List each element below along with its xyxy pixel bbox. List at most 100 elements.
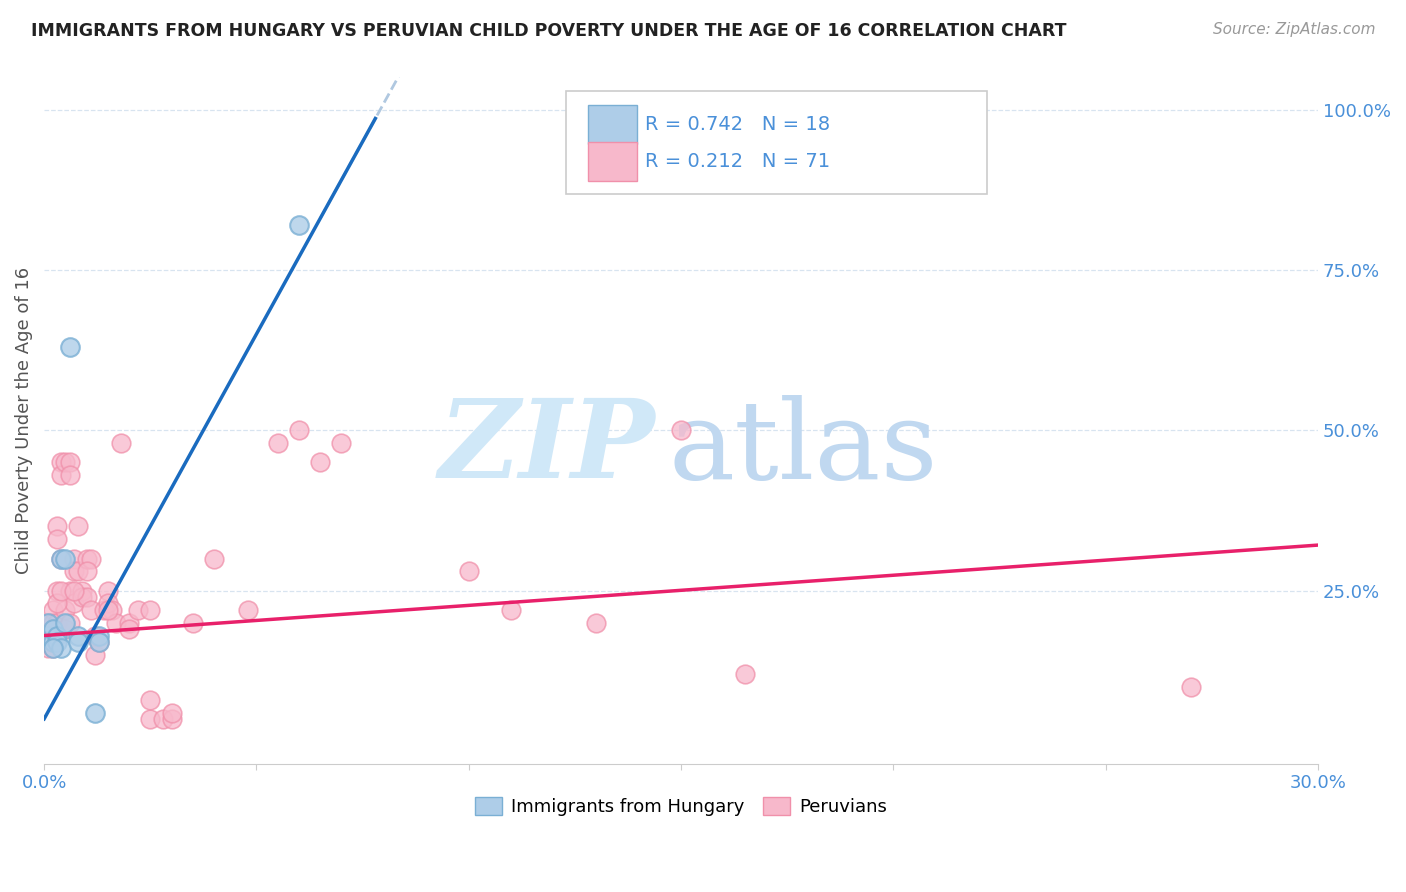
Point: [72, 583, 94, 598]
Point: [53, 622, 76, 636]
Point: [58, 468, 80, 483]
Point: [53, 615, 76, 630]
Point: [93, 603, 115, 617]
Point: [41, 603, 63, 617]
Point: [45, 615, 67, 630]
Point: [41, 641, 63, 656]
Point: [1180, 680, 1202, 694]
Point: [49, 551, 72, 566]
Point: [58, 615, 80, 630]
Point: [181, 615, 204, 630]
Point: [139, 712, 162, 726]
FancyBboxPatch shape: [588, 142, 637, 181]
Point: [63, 597, 86, 611]
Point: [89, 635, 111, 649]
Point: [105, 615, 128, 630]
Point: [80, 603, 103, 617]
Point: [45, 583, 67, 598]
Text: atlas: atlas: [668, 394, 938, 501]
Point: [734, 667, 756, 681]
Point: [236, 603, 259, 617]
Point: [139, 692, 162, 706]
Text: Source: ZipAtlas.com: Source: ZipAtlas.com: [1212, 22, 1375, 37]
Point: [84, 628, 107, 642]
Point: [97, 603, 120, 617]
Point: [76, 551, 98, 566]
Point: [84, 648, 107, 662]
Point: [49, 583, 72, 598]
Point: [49, 468, 72, 483]
Point: [58, 455, 80, 469]
Point: [110, 436, 132, 450]
Point: [669, 423, 692, 437]
FancyBboxPatch shape: [588, 104, 637, 144]
Point: [89, 635, 111, 649]
Point: [127, 603, 149, 617]
Point: [41, 622, 63, 636]
Point: [45, 635, 67, 649]
Point: [58, 583, 80, 598]
Point: [37, 615, 59, 630]
Point: [84, 706, 107, 720]
Point: [41, 615, 63, 630]
Point: [101, 603, 124, 617]
Y-axis label: Child Poverty Under the Age of 16: Child Poverty Under the Age of 16: [15, 267, 32, 574]
FancyBboxPatch shape: [567, 91, 987, 194]
Point: [72, 590, 94, 604]
Point: [41, 641, 63, 656]
Point: [63, 551, 86, 566]
Point: [67, 635, 90, 649]
Point: [97, 597, 120, 611]
Point: [288, 423, 311, 437]
Point: [457, 565, 479, 579]
Point: [202, 551, 225, 566]
Point: [160, 712, 183, 726]
Text: R = 0.212   N = 71: R = 0.212 N = 71: [645, 152, 831, 170]
Point: [501, 603, 523, 617]
Point: [160, 706, 183, 720]
Point: [37, 628, 59, 642]
Point: [309, 455, 332, 469]
Point: [67, 565, 90, 579]
Point: [80, 551, 103, 566]
Point: [37, 641, 59, 656]
Point: [139, 603, 162, 617]
Point: [49, 641, 72, 656]
Point: [330, 436, 353, 450]
Text: ZIP: ZIP: [439, 394, 655, 502]
Point: [76, 590, 98, 604]
Point: [49, 455, 72, 469]
Point: [58, 340, 80, 354]
Point: [97, 583, 120, 598]
Point: [45, 533, 67, 547]
Point: [45, 519, 67, 533]
Point: [67, 628, 90, 642]
Point: [41, 635, 63, 649]
Point: [118, 615, 141, 630]
Point: [41, 635, 63, 649]
Text: R = 0.742   N = 18: R = 0.742 N = 18: [645, 114, 831, 134]
Point: [45, 597, 67, 611]
Point: [63, 583, 86, 598]
Point: [118, 622, 141, 636]
Point: [152, 712, 174, 726]
Point: [37, 615, 59, 630]
Point: [288, 218, 311, 232]
Point: [37, 635, 59, 649]
Point: [41, 628, 63, 642]
Point: [37, 628, 59, 642]
Point: [89, 628, 111, 642]
Legend: Immigrants from Hungary, Peruvians: Immigrants from Hungary, Peruvians: [468, 789, 894, 823]
Point: [76, 565, 98, 579]
Point: [266, 436, 288, 450]
Point: [37, 622, 59, 636]
Point: [63, 565, 86, 579]
Point: [53, 603, 76, 617]
Point: [49, 551, 72, 566]
Point: [45, 628, 67, 642]
Point: [585, 615, 607, 630]
Point: [53, 551, 76, 566]
Text: IMMIGRANTS FROM HUNGARY VS PERUVIAN CHILD POVERTY UNDER THE AGE OF 16 CORRELATIO: IMMIGRANTS FROM HUNGARY VS PERUVIAN CHIL…: [31, 22, 1066, 40]
Point: [67, 519, 90, 533]
Point: [53, 455, 76, 469]
